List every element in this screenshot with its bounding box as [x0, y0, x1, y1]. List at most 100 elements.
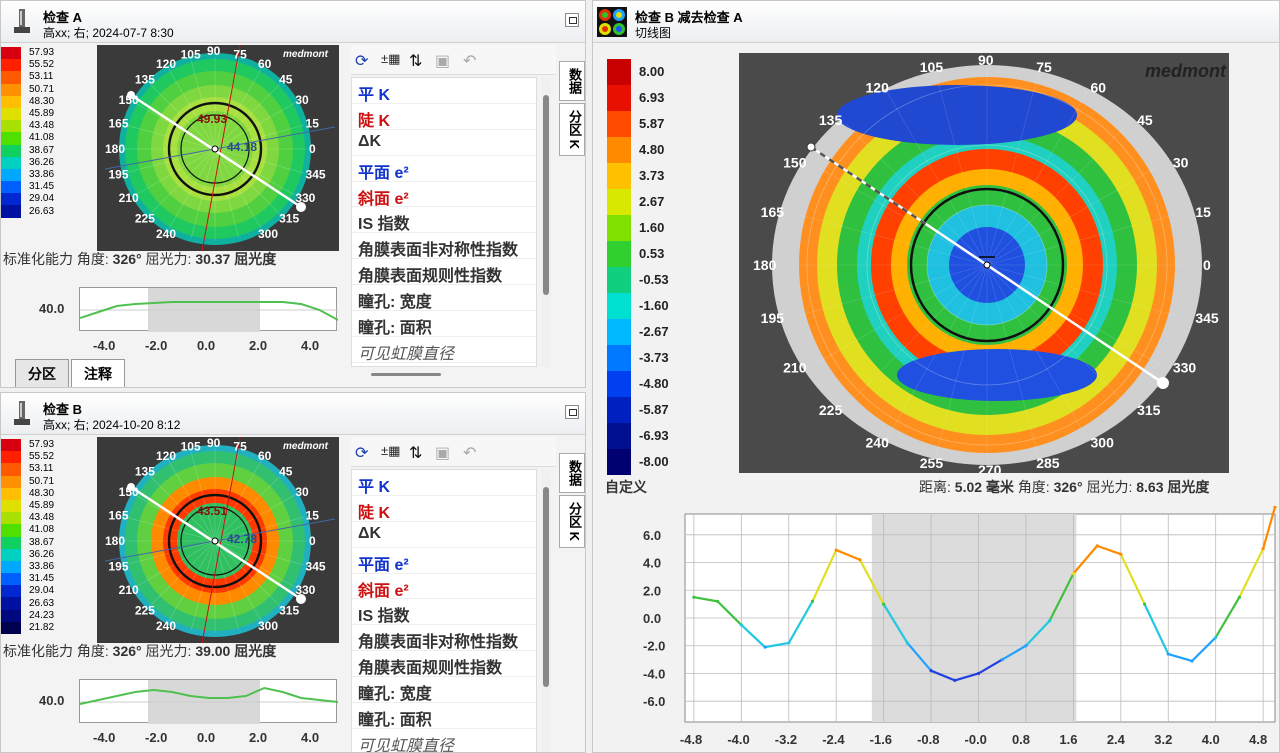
exam-b-scrollbar[interactable] — [541, 469, 551, 752]
exam-a-subtitle: 高xx; 右; 2024-07-7 8:30 — [43, 26, 174, 40]
exam-a-vertical-tabs: 数据 分区 K — [559, 61, 585, 158]
series-segment — [1214, 596, 1241, 638]
angle-label: 330 — [1173, 360, 1197, 376]
index-row[interactable]: 陡 K — [352, 496, 536, 522]
legend-swatch — [1, 205, 21, 218]
y-tick-label: 0.0 — [643, 611, 661, 626]
maximize-icon[interactable] — [565, 405, 579, 419]
save-icon[interactable]: ▣ — [435, 53, 451, 70]
legend-swatch — [1, 560, 21, 574]
legend-label: -0.53 — [639, 272, 669, 287]
exam-a-map[interactable]: 49.93 44.18 105 90 75 60 45 30 15 0 345 330 315 300 24… — [97, 45, 339, 251]
index-row[interactable]: 瞳孔: 面积 — [352, 311, 536, 337]
pupil-ring — [167, 493, 263, 589]
map-spoke — [986, 264, 1129, 407]
angle-label: 225 — [819, 402, 843, 418]
exam-a-chart-value: 40.0 — [39, 301, 65, 316]
k-steep-label: 43.51 — [197, 504, 227, 518]
x-tick-label: -4.0 — [727, 732, 749, 747]
angle-label: 0 — [1203, 257, 1211, 273]
pupil-ring — [167, 101, 263, 197]
save-icon[interactable]: ▣ — [435, 445, 451, 462]
index-row[interactable]: 斜面 e² — [352, 574, 536, 600]
low-zone — [837, 85, 1077, 145]
legend-label: 3.73 — [639, 168, 665, 183]
index-row[interactable]: ΔK — [352, 130, 536, 156]
sort-icon[interactable]: ⇅ — [409, 445, 423, 462]
tab-data[interactable]: 数据 — [559, 453, 585, 493]
angle-label: 150 — [783, 155, 807, 171]
undo-icon[interactable]: ↶ — [463, 445, 477, 462]
undo-icon[interactable]: ↶ — [463, 53, 477, 70]
tab-notes[interactable]: 注释 — [71, 359, 125, 387]
flat-meridian — [104, 126, 336, 170]
legend-label: 5.87 — [639, 116, 665, 131]
legend-label: 57.93 — [29, 439, 55, 450]
legend-swatch — [607, 59, 631, 85]
y-tick-label: 4.0 — [643, 556, 661, 571]
exam-b-map[interactable]: 43.51 42.78 105 90 75 60 45 30 15 0 345 330 315 300 24… — [97, 437, 339, 643]
index-row[interactable]: IS 指数 — [352, 599, 536, 625]
calc-icon[interactable]: ±▦ — [381, 443, 401, 458]
tab-zone-k[interactable]: 分区 K — [559, 103, 585, 156]
angle-label: 210 — [783, 360, 807, 376]
index-row[interactable]: 角膜表面规则性指数 — [352, 259, 536, 285]
exam-a-legend-labels: 57.93 55.52 53.11 50.71 48.30 45.89 43.48 41.08… — [29, 47, 54, 218]
index-row[interactable]: 平 K — [352, 470, 536, 496]
angle-label: 300 — [1091, 435, 1115, 451]
exam-a-hscroll[interactable] — [371, 373, 441, 376]
y-tick-label: -2.0 — [643, 639, 665, 654]
tab-zone-k[interactable]: 分区 K — [559, 495, 585, 548]
angle-label: 60 — [258, 57, 272, 71]
diff-caption: 距离: 5.02 毫米 角度: 326° 屈光力: 8.63 屈光度 — [919, 479, 1210, 495]
legend-label: 38.67 — [29, 144, 55, 156]
profile-start-marker — [127, 91, 135, 99]
index-row[interactable]: 陡 K — [352, 104, 536, 130]
legend-swatch — [1, 144, 21, 157]
index-row[interactable]: 可见虹膜直径 — [352, 729, 536, 752]
index-row[interactable]: 平面 e² — [352, 548, 536, 574]
exam-b-profile-chart[interactable] — [79, 679, 339, 724]
index-row[interactable]: IS 指数 — [352, 207, 536, 233]
angle-label: 240 — [866, 435, 890, 451]
index-row[interactable]: 可见虹膜直径 — [352, 337, 536, 363]
index-row[interactable]: 瞳孔: 宽度 — [352, 677, 536, 703]
index-row[interactable]: 斜面 e² — [352, 182, 536, 208]
tab-data[interactable]: 数据 — [559, 61, 585, 101]
index-row[interactable]: 角膜表面非对称性指数 — [352, 625, 536, 651]
refresh-icon[interactable]: ⟳ — [355, 53, 369, 70]
index-row[interactable]: 瞳孔: 宽度 — [352, 285, 536, 311]
map-spoke — [986, 264, 1040, 459]
index-row[interactable]: 角膜表面规则性指数 — [352, 651, 536, 677]
index-row[interactable]: 角膜表面非对称性指数 — [352, 233, 536, 259]
exam-a-scrollbar[interactable] — [541, 77, 551, 367]
calc-icon[interactable]: ±▦ — [381, 51, 401, 66]
legend-swatch — [607, 111, 631, 137]
legend-label: 48.30 — [29, 487, 55, 499]
angle-label: 60 — [258, 449, 272, 463]
y-tick-label: -6.0 — [643, 694, 665, 709]
refresh-icon[interactable]: ⟳ — [355, 445, 369, 462]
diff-profile-chart[interactable]: -4.8 -4.0 -3.2 -2.4 -1.6 -0.8 -0.0 0.8 1.6 2.4 3.2… — [603, 505, 1277, 752]
maximize-icon[interactable] — [565, 13, 579, 27]
index-row[interactable]: 瞳孔: 面积 — [352, 703, 536, 729]
series-segment — [858, 559, 885, 605]
exam-a-toolbar: ⟳ ±▦ ⇅ ▣ ↶ — [351, 45, 556, 75]
angle-label: 300 — [258, 619, 278, 633]
angle-label: 90 — [207, 45, 221, 58]
angle-label: 0 — [309, 142, 316, 156]
legend-swatch — [1, 181, 21, 194]
x-tick-label: 4.0 — [301, 338, 320, 353]
index-row[interactable]: ΔK — [352, 522, 536, 548]
diff-map[interactable]: 105 90 75 60 45 30 15 0 345 330 315 300 285 270 255 240… — [739, 53, 1229, 473]
legend-label: 24.23 — [29, 609, 55, 621]
index-row[interactable]: 平面 e² — [352, 156, 536, 182]
angle-label: 255 — [920, 455, 944, 471]
exam-a-profile-chart[interactable] — [79, 287, 339, 332]
series-segment — [787, 600, 814, 644]
legend-label: 55.52 — [29, 451, 55, 463]
tab-zones[interactable]: 分区 — [15, 359, 69, 387]
index-row[interactable]: 平 K — [352, 78, 536, 104]
sort-icon[interactable]: ⇅ — [409, 53, 423, 70]
